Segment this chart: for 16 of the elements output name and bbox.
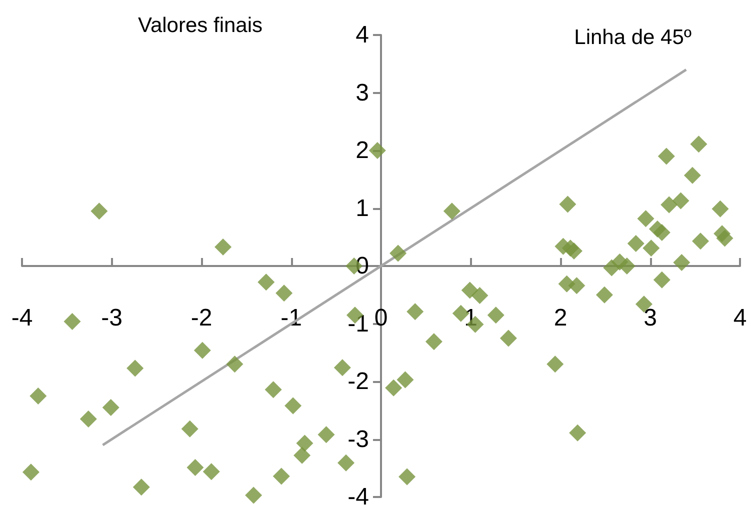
- y-tick-label: 1: [356, 194, 369, 222]
- y-tick-label: 4: [356, 22, 369, 48]
- x-tick-label: 4: [733, 304, 747, 332]
- y-tick-label: -2: [348, 368, 369, 395]
- x-tick-label: 3: [644, 304, 657, 332]
- series-label: Linha de 45º: [574, 26, 692, 50]
- x-tick-label: 0: [374, 304, 388, 332]
- y-tick-label: 2: [356, 137, 369, 164]
- y-axis-title: Valores finais: [138, 14, 263, 37]
- y-tick-label: -3: [348, 426, 369, 453]
- x-tick-label: -2: [190, 304, 212, 332]
- x-tick-label: 2: [554, 304, 568, 332]
- y-tick-label: -4: [348, 484, 369, 510]
- y-tick-label: 3: [356, 79, 369, 106]
- x-tick-label: -3: [101, 304, 122, 332]
- x-tick-label: -4: [11, 304, 33, 332]
